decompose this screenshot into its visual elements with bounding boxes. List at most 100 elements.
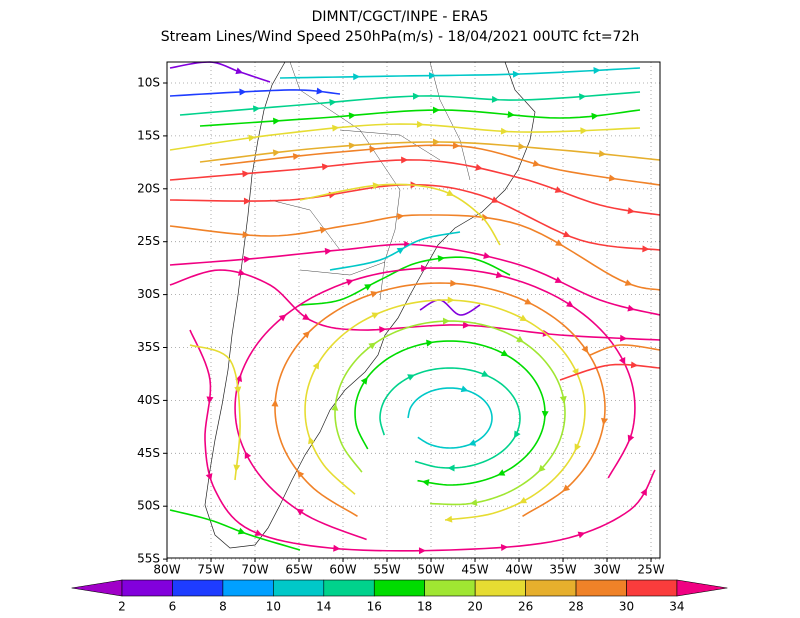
streamline-arrow xyxy=(519,314,528,322)
colorbar-segment xyxy=(525,579,577,597)
colorbar-label: 30 xyxy=(619,600,634,614)
streamline-arrow xyxy=(627,207,635,215)
streamline-arrow xyxy=(243,255,251,263)
streamline-arrow xyxy=(348,112,356,120)
streamline-arrow xyxy=(244,451,252,460)
streamline-arrow xyxy=(495,271,504,279)
streamline-arrow xyxy=(518,142,526,150)
streamline xyxy=(589,344,661,356)
colorbar-label: 20 xyxy=(468,600,483,614)
lat-label: 50S xyxy=(137,499,160,513)
streamline xyxy=(279,67,641,79)
lon-label: 30W xyxy=(593,563,620,577)
streamline xyxy=(169,509,301,551)
streamline-arrow xyxy=(601,417,608,426)
streamline-arrow xyxy=(206,396,214,404)
streamline-arrow xyxy=(333,544,341,552)
lon-label: 35W xyxy=(549,563,576,577)
streamline xyxy=(329,231,461,271)
streamline-arrow xyxy=(447,464,455,472)
colorbar-label: 16 xyxy=(367,600,382,614)
colorbar-segment xyxy=(424,579,476,597)
streamline-arrow xyxy=(364,284,372,291)
streamline-arrow xyxy=(541,410,549,419)
streamline-arrow xyxy=(420,264,429,272)
streamline-arrow xyxy=(460,385,469,393)
streamline-arrow xyxy=(272,149,281,157)
streamline-arrow xyxy=(331,403,339,411)
streamline-arrow xyxy=(242,170,250,178)
streamline-arrow xyxy=(620,334,628,342)
streamline-arrow xyxy=(581,345,589,354)
streamline-arrow xyxy=(500,127,508,135)
streamline xyxy=(299,183,501,246)
streamline xyxy=(304,299,586,521)
streamline-arrow xyxy=(368,342,377,350)
streamline-arrow xyxy=(566,300,574,308)
streamline-arrow xyxy=(468,439,477,446)
streamline-arrow xyxy=(401,156,409,164)
streamline-arrow xyxy=(591,112,599,120)
streamline-arrow xyxy=(273,117,281,125)
colorbar-label: 2 xyxy=(118,600,126,614)
streamline-arrow xyxy=(450,279,458,287)
colorbar-triangle xyxy=(71,579,123,597)
streamline-arrow xyxy=(372,182,380,190)
streamline-arrow xyxy=(324,247,333,255)
map-frame xyxy=(166,61,661,559)
lon-label: 80W xyxy=(153,563,180,577)
streamline xyxy=(169,243,661,316)
streamline-arrow xyxy=(428,72,436,80)
streamline-arrow xyxy=(396,213,405,220)
streamline xyxy=(407,387,493,449)
colorbar-segment xyxy=(172,579,224,597)
streamline-arrow xyxy=(321,163,330,171)
streamline-arrow xyxy=(239,88,247,96)
streamline-arrow xyxy=(379,326,387,334)
colorbar-label: 10 xyxy=(266,600,281,614)
streamline-arrow xyxy=(296,508,304,516)
streamline-arrow xyxy=(329,98,337,106)
streamline-arrow xyxy=(432,106,440,114)
streamline-arrow xyxy=(316,87,324,95)
streamline-arrow xyxy=(500,349,509,357)
streamline-arrow xyxy=(627,304,635,312)
colorbar-label: 6 xyxy=(169,600,177,614)
streamline-arrow xyxy=(497,469,506,476)
colorbar-segment xyxy=(273,579,325,597)
streamline-arrow xyxy=(421,479,430,487)
streamline xyxy=(169,61,271,83)
streamline-arrow xyxy=(302,313,310,320)
title: DIMNT/CGCT/INPE - ERA5 xyxy=(312,9,489,25)
lat-label: 20S xyxy=(137,181,160,195)
streamline-arrow xyxy=(418,547,426,555)
streamline-arrow xyxy=(297,470,305,479)
colorbar-segment xyxy=(575,579,627,597)
lat-label: 35S xyxy=(137,340,160,354)
colorbar-segment xyxy=(626,579,678,597)
streamline-arrow xyxy=(278,314,287,322)
colorbar-label: 8 xyxy=(219,600,227,614)
lat-label: 40S xyxy=(137,393,160,407)
streamline-arrow xyxy=(416,120,424,128)
streamline xyxy=(169,184,661,251)
streamline-arrow xyxy=(555,239,563,246)
streamline-arrow xyxy=(319,226,328,234)
streamline-arrow xyxy=(630,361,639,369)
streamline-arrow xyxy=(308,436,315,445)
streamline-arrow xyxy=(491,95,500,103)
streamline xyxy=(299,256,511,306)
streamline xyxy=(189,329,656,552)
streamline-arrow xyxy=(445,515,453,523)
streamline-arrow xyxy=(624,279,633,286)
streamline-arrow xyxy=(446,189,455,196)
streamline-arrow xyxy=(500,544,509,551)
streamline xyxy=(419,299,481,316)
streamline-arrow xyxy=(562,230,571,238)
streamline-arrow xyxy=(396,247,405,255)
streamline xyxy=(169,123,641,151)
streamline-arrow xyxy=(452,142,460,150)
streamline-arrow xyxy=(348,142,356,150)
streamline-arrow xyxy=(447,296,455,304)
streamline-arrow xyxy=(407,374,415,381)
